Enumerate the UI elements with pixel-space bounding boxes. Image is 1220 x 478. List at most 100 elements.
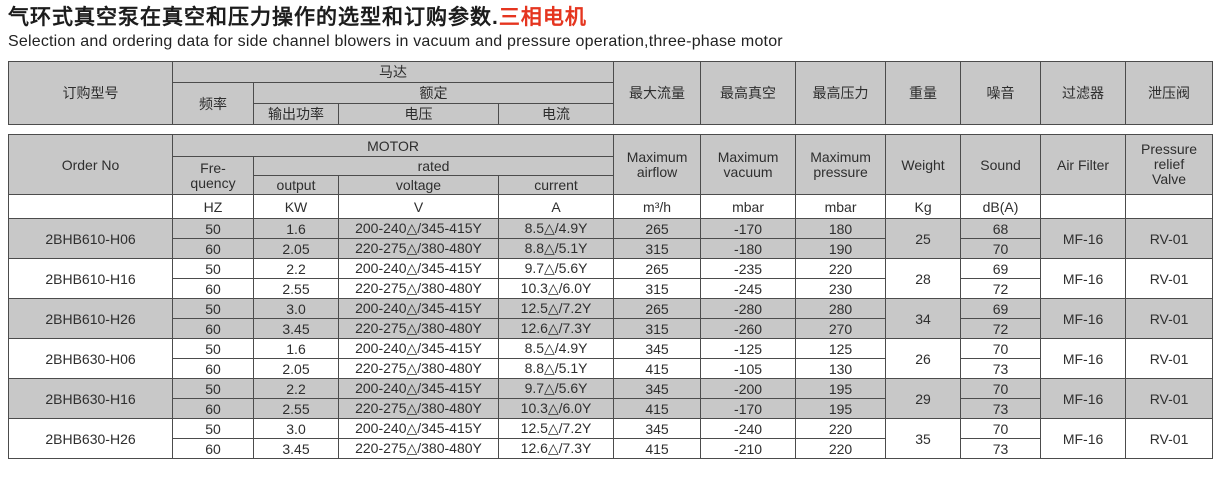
cell-air-filter: MF-16 bbox=[1040, 418, 1127, 459]
cell-voltage: 200-240△/345-415Y bbox=[338, 218, 499, 239]
header-en-relief-valve: Pressure relief Valve bbox=[1125, 134, 1214, 195]
cell-output: 3.45 bbox=[253, 438, 339, 459]
cell-current: 12.5△/7.2Y bbox=[497, 298, 615, 319]
cell-current: 8.5△/4.9Y bbox=[497, 218, 615, 239]
cell-sound: 70 bbox=[960, 418, 1042, 439]
cell-relief-valve: RV-01 bbox=[1125, 418, 1214, 459]
header-en-frequency: Fre- quency bbox=[172, 156, 254, 195]
cell-pressure: 195 bbox=[795, 398, 887, 419]
cell-order-no: 2BHB610-H06 bbox=[8, 218, 173, 259]
cell-sound: 69 bbox=[960, 258, 1042, 279]
cell-current: 12.6△/7.3Y bbox=[497, 318, 615, 339]
spec-table-zh-header: 订购型号 马达 最大流量 最高真空 最高压力 重量 噪音 过滤器 泄压阀 频率 … bbox=[8, 61, 1213, 125]
cell-airflow: 315 bbox=[613, 318, 702, 339]
cell-current: 10.3△/6.0Y bbox=[497, 278, 615, 299]
header-zh-motor: 马达 bbox=[172, 61, 614, 83]
cell-pressure: 230 bbox=[795, 278, 887, 299]
cell-voltage: 220-275△/380-480Y bbox=[338, 238, 499, 259]
header-zh-current: 电流 bbox=[498, 103, 614, 125]
header-en-sound: Sound bbox=[960, 134, 1042, 195]
header-en-rated: rated bbox=[252, 156, 615, 176]
cell-output: 2.05 bbox=[253, 358, 339, 379]
unit-voltage: V bbox=[338, 194, 499, 219]
cell-vacuum: -240 bbox=[700, 418, 797, 439]
cell-current: 9.7△/5.6Y bbox=[497, 258, 615, 279]
header-zh-relief-valve: 泄压阀 bbox=[1125, 61, 1213, 125]
cell-sound: 70 bbox=[960, 378, 1042, 399]
cell-pressure: 220 bbox=[795, 258, 887, 279]
cell-output: 2.55 bbox=[253, 398, 339, 419]
cell-frequency: 50 bbox=[172, 338, 254, 359]
unit-airflow: m³/h bbox=[613, 194, 702, 219]
cell-order-no: 2BHB630-H16 bbox=[8, 378, 173, 419]
cell-current: 8.8△/5.1Y bbox=[497, 358, 615, 379]
header-en-max-airflow: Maximum airflow bbox=[613, 134, 702, 195]
header-en-air-filter: Air Filter bbox=[1040, 134, 1127, 195]
header-en-max-pressure: Maximum pressure bbox=[795, 134, 887, 195]
header-zh-voltage: 电压 bbox=[338, 103, 499, 125]
cell-pressure: 125 bbox=[795, 338, 887, 359]
cell-airflow: 415 bbox=[613, 398, 702, 419]
cell-airflow: 415 bbox=[613, 438, 702, 459]
cell-output: 1.6 bbox=[253, 218, 339, 239]
header-en-motor: MOTOR bbox=[171, 134, 615, 157]
header-zh-max-vacuum: 最高真空 bbox=[700, 61, 796, 125]
header-en-weight: Weight bbox=[885, 134, 962, 195]
cell-frequency: 50 bbox=[172, 378, 254, 399]
cell-voltage: 200-240△/345-415Y bbox=[338, 338, 499, 359]
cell-output: 2.55 bbox=[253, 278, 339, 299]
cell-airflow: 345 bbox=[613, 418, 702, 439]
header-zh-order-no: 订购型号 bbox=[8, 61, 173, 125]
cell-weight: 35 bbox=[885, 418, 962, 459]
cell-pressure: 270 bbox=[795, 318, 887, 339]
catalog-page: 气环式真空泵在真空和压力操作的选型和订购参数.三相电机 Selection an… bbox=[8, 6, 1214, 459]
cell-relief-valve: RV-01 bbox=[1125, 258, 1214, 299]
cell-sound: 73 bbox=[960, 398, 1042, 419]
cell-relief-valve: RV-01 bbox=[1125, 338, 1214, 379]
cell-frequency: 60 bbox=[172, 398, 254, 419]
cell-vacuum: -170 bbox=[700, 218, 797, 239]
cell-pressure: 190 bbox=[795, 238, 887, 259]
unit-weight: Kg bbox=[885, 194, 962, 219]
cell-output: 2.2 bbox=[253, 378, 339, 399]
cell-frequency: 50 bbox=[172, 298, 254, 319]
cell-frequency: 60 bbox=[172, 278, 254, 299]
cell-pressure: 180 bbox=[795, 218, 887, 239]
page-title-zh-accent: 三相电机 bbox=[498, 6, 587, 29]
header-en-current: current bbox=[497, 175, 615, 195]
cell-output: 1.6 bbox=[253, 338, 339, 359]
cell-current: 10.3△/6.0Y bbox=[497, 398, 615, 419]
cell-airflow: 345 bbox=[613, 378, 702, 399]
cell-frequency: 50 bbox=[172, 418, 254, 439]
unit-blank-air-filter bbox=[1040, 194, 1127, 219]
cell-current: 12.6△/7.3Y bbox=[497, 438, 615, 459]
header-en-voltage: voltage bbox=[338, 175, 499, 195]
cell-air-filter: MF-16 bbox=[1040, 258, 1127, 299]
page-title-zh-main: 气环式真空泵在真空和压力操作的选型和订购参数. bbox=[8, 6, 499, 29]
cell-pressure: 280 bbox=[795, 298, 887, 319]
header-zh-max-pressure: 最高压力 bbox=[795, 61, 886, 125]
cell-weight: 34 bbox=[885, 298, 962, 339]
header-zh-rated: 额定 bbox=[253, 82, 614, 104]
cell-relief-valve: RV-01 bbox=[1125, 298, 1214, 339]
cell-voltage: 200-240△/345-415Y bbox=[338, 298, 499, 319]
header-zh-sound: 噪音 bbox=[960, 61, 1041, 125]
cell-voltage: 200-240△/345-415Y bbox=[338, 258, 499, 279]
cell-frequency: 60 bbox=[172, 238, 254, 259]
cell-weight: 28 bbox=[885, 258, 962, 299]
cell-air-filter: MF-16 bbox=[1040, 218, 1127, 259]
cell-air-filter: MF-16 bbox=[1040, 378, 1127, 419]
cell-vacuum: -125 bbox=[700, 338, 797, 359]
header-zh-frequency: 频率 bbox=[172, 82, 254, 125]
cell-vacuum: -210 bbox=[700, 438, 797, 459]
cell-output: 3.45 bbox=[253, 318, 339, 339]
cell-frequency: 50 bbox=[172, 218, 254, 239]
cell-airflow: 415 bbox=[613, 358, 702, 379]
header-en-order-no: Order No bbox=[8, 134, 173, 195]
cell-air-filter: MF-16 bbox=[1040, 338, 1127, 379]
cell-vacuum: -170 bbox=[700, 398, 797, 419]
cell-vacuum: -200 bbox=[700, 378, 797, 399]
cell-voltage: 220-275△/380-480Y bbox=[338, 318, 499, 339]
cell-frequency: 60 bbox=[172, 318, 254, 339]
header-en-max-vacuum: Maximum vacuum bbox=[700, 134, 797, 195]
